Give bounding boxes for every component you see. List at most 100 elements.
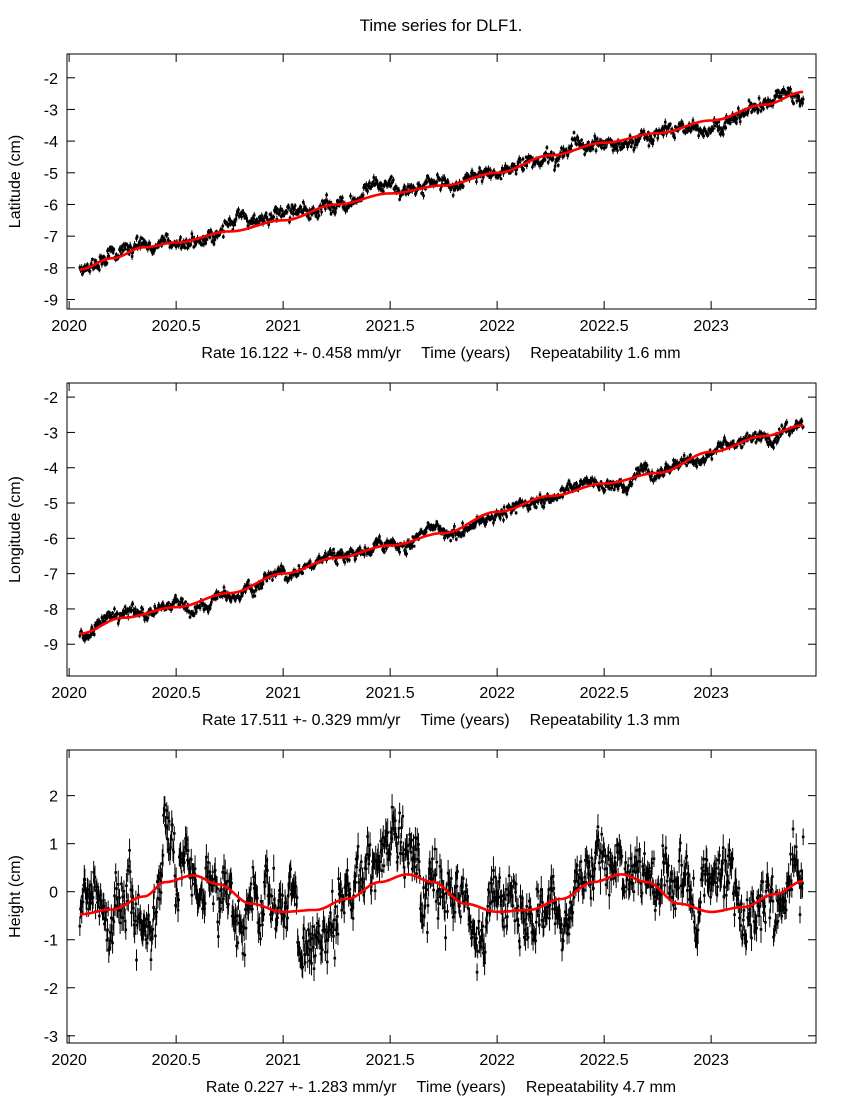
- data-point: [671, 465, 675, 468]
- data-point: [264, 573, 267, 576]
- data-point: [84, 888, 87, 892]
- data-point: [786, 86, 790, 90]
- data-point: [285, 210, 289, 214]
- data-point: [269, 218, 272, 222]
- data-point: [677, 122, 681, 126]
- data-point: [373, 541, 377, 544]
- data-point: [492, 169, 496, 173]
- data-point: [572, 485, 575, 489]
- data-point: [689, 453, 692, 457]
- data-point: [509, 171, 512, 174]
- data-point: [427, 524, 431, 527]
- data-point: [97, 265, 101, 268]
- data-point: [429, 183, 432, 186]
- data-point: [146, 616, 150, 620]
- data-point: [78, 924, 82, 928]
- data-point: [538, 164, 542, 167]
- data-point: [764, 99, 767, 102]
- data-point: [372, 542, 376, 546]
- data-point: [426, 526, 429, 529]
- data-point: [626, 144, 630, 148]
- panel-height: 2020 2020.5 2021 2021.5 2022 2022.5 2023-3-2-1…: [7, 749, 817, 1096]
- data-point: [371, 548, 375, 552]
- data-point: [265, 579, 269, 583]
- data-point: [185, 609, 189, 612]
- data-point: [79, 907, 82, 911]
- data-point: [121, 609, 125, 613]
- data-point: [288, 220, 291, 224]
- data-point: [222, 586, 226, 589]
- data-point: [582, 481, 586, 485]
- data-point: [378, 184, 381, 188]
- x-axis-label: Rate 17.511 +- 0.329 mm/yr Time (years) Re…: [202, 712, 680, 729]
- data-point: [144, 925, 147, 929]
- data-point: [201, 602, 205, 606]
- data-point: [218, 233, 221, 236]
- data-point: [570, 144, 573, 148]
- data-point: [716, 445, 719, 449]
- data-point: [412, 544, 416, 548]
- y-axis-label: Latitude (cm): [7, 135, 24, 228]
- data-point: [759, 109, 763, 113]
- data-point: [345, 552, 349, 556]
- data-point: [757, 108, 760, 111]
- data-point: [463, 529, 467, 532]
- x-tick-label: 2021: [265, 318, 301, 335]
- data-point: [153, 911, 157, 915]
- plot-frame: [66, 382, 817, 677]
- data-point: [390, 175, 393, 179]
- data-point: [316, 216, 320, 220]
- data-point: [251, 221, 255, 225]
- data-point: [774, 437, 777, 441]
- data-point: [589, 149, 592, 153]
- data-point: [630, 482, 634, 486]
- data-point: [404, 192, 408, 196]
- data-point: [349, 548, 352, 551]
- data-point: [741, 110, 745, 114]
- data-point: [317, 210, 320, 213]
- data-point: [567, 479, 571, 483]
- data-point: [694, 459, 697, 463]
- data-point: [482, 520, 486, 524]
- data-point: [556, 164, 560, 167]
- data-point: [575, 485, 579, 489]
- data-point: [324, 207, 327, 211]
- data-point: [299, 205, 303, 209]
- data-point: [234, 598, 237, 602]
- data-point: [519, 499, 522, 503]
- data-point: [198, 606, 202, 610]
- data-point: [601, 487, 605, 491]
- data-point: [573, 138, 577, 142]
- data-point: [454, 538, 458, 541]
- data-point: [576, 136, 580, 139]
- data-point: [750, 439, 754, 442]
- data-point: [506, 506, 510, 509]
- data-point: [432, 180, 436, 183]
- data-point: [140, 243, 143, 246]
- data-point: [92, 267, 95, 271]
- data-point: [151, 928, 155, 931]
- data-point: [635, 472, 639, 475]
- data-point: [747, 99, 751, 102]
- data-point: [753, 108, 756, 112]
- data-point: [112, 248, 116, 251]
- data-point: [613, 488, 616, 491]
- data-point: [792, 102, 796, 105]
- data-point: [190, 232, 194, 236]
- data-point: [390, 540, 393, 544]
- data-point: [595, 481, 598, 485]
- y-tick-label: -9: [44, 637, 58, 654]
- data-point: [572, 131, 576, 134]
- x-tick-label: 2020.5: [152, 318, 201, 335]
- data-point: [749, 101, 753, 105]
- data-point: [368, 181, 371, 185]
- data-point: [572, 484, 576, 487]
- data-point: [620, 142, 624, 145]
- data-point: [695, 465, 699, 468]
- data-point: [733, 120, 737, 123]
- data-point: [282, 214, 286, 218]
- data-point: [580, 138, 583, 142]
- y-tick-label: -2: [44, 71, 58, 88]
- data-point: [467, 527, 471, 531]
- data-point: [565, 484, 569, 488]
